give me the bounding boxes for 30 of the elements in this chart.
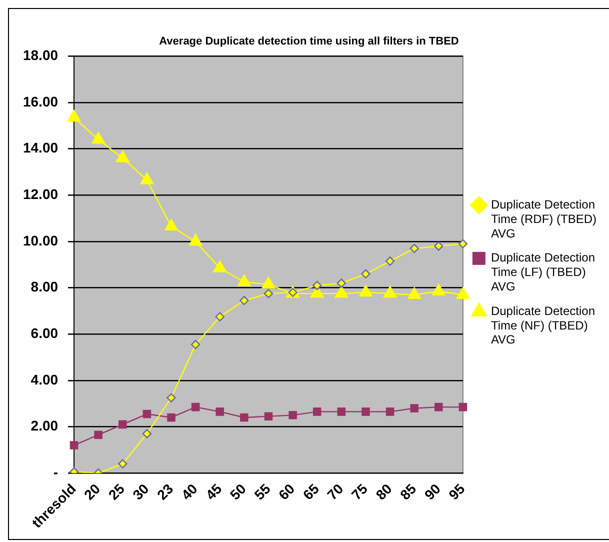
- y-tick-label: 10.00: [22, 232, 58, 248]
- y-tick-label: -: [53, 464, 58, 480]
- y-tick-label: 2.00: [30, 418, 58, 434]
- x-tick-label: 85: [396, 480, 420, 503]
- x-tick-label: 70: [324, 480, 346, 503]
- y-tick-label: 8.00: [30, 278, 58, 295]
- x-tick-label: 60: [275, 480, 298, 503]
- x-tick-label: 50: [226, 480, 250, 503]
- x-tick-label: 90: [421, 480, 444, 503]
- y-tick-label: 6.00: [30, 324, 58, 341]
- x-tick-label: 65: [300, 480, 322, 503]
- y-tick-label: 14.00: [22, 140, 58, 156]
- y-tick-label: 4.00: [30, 371, 58, 388]
- legend-label: Duplicate Detection Time (NF) (TBED) AVG: [490, 304, 596, 347]
- x-tick-label: 25: [105, 480, 128, 503]
- y-tick-label: 16.00: [22, 93, 58, 110]
- x-tick-label: 55: [251, 480, 274, 503]
- x-tick-label: 80: [372, 480, 396, 503]
- x-tick-label: 30: [129, 480, 152, 503]
- x-tick-label: 95: [445, 480, 468, 503]
- chart-title: Average Duplicate detection time using all filters in TBED: [159, 36, 459, 48]
- y-tick-label: 18.00: [22, 47, 58, 64]
- x-tick-label: 75: [348, 480, 371, 503]
- legend-label: Duplicate Detection Time (LF) (TBED) AVG: [490, 250, 596, 294]
- legend-label: Duplicate Detection Time (RDF) (TBED) AVG: [490, 198, 596, 240]
- x-tick-label: 23: [154, 480, 176, 503]
- x-tick-label: 45: [202, 480, 225, 503]
- x-tick-label: 40: [178, 480, 201, 503]
- x-tick-label: 20: [80, 480, 104, 503]
- y-tick-label: 12.00: [22, 186, 58, 202]
